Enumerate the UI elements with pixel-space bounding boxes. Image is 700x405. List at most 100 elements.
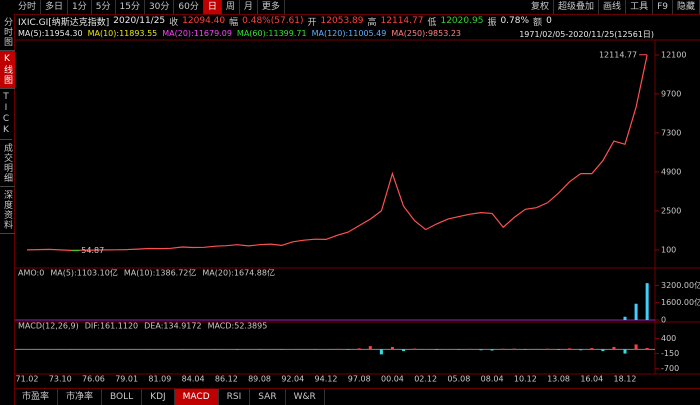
bar — [402, 349, 406, 352]
bar — [623, 316, 627, 320]
info-value: 12114.77 — [380, 16, 424, 26]
indicator-tab[interactable]: KDJ — [142, 389, 175, 405]
panel-header: DEA:134.9172 — [144, 322, 201, 331]
tool-button[interactable]: 超级叠加 — [554, 0, 600, 14]
x-tick-label: 97.08 — [348, 375, 371, 384]
indicator-tabs: 市盈率 市净率 BOLL KDJ MACD RSI SAR W&R — [14, 388, 700, 405]
y-tick-label: -150 — [661, 349, 679, 358]
y-tick-label: 12100 — [661, 50, 686, 59]
tool-button[interactable]: 画线 — [599, 0, 627, 14]
y-tick-label: 400 — [661, 334, 676, 343]
info-value: 0.78% — [500, 16, 530, 26]
bar — [368, 346, 372, 350]
bar — [468, 348, 472, 350]
y-tick-label: 2500 — [661, 206, 681, 215]
x-tick-label: 16.04 — [580, 375, 603, 384]
info-label: IXIC.GI[纳斯达克指数] — [18, 17, 110, 28]
info-value: 12020.95 — [440, 16, 484, 26]
x-tick-label: 71.02 — [16, 375, 39, 384]
panel-header: DIF:161.1120 — [85, 322, 138, 331]
indicator-tab[interactable]: 市盈率 — [14, 389, 59, 405]
side-tab[interactable]: TICK — [0, 89, 12, 140]
period-button[interactable]: 5分 — [92, 0, 116, 14]
info-value: 2020/11/25 — [113, 16, 166, 26]
info-value: 12053.89 — [320, 16, 364, 26]
tools: 复权 超级叠加 画线 工具 F9 隐藏 — [527, 0, 700, 14]
y-tick-label: 0 — [661, 316, 666, 325]
info-label: 低 — [427, 17, 437, 28]
bar — [623, 349, 627, 354]
info-label: 幅 — [229, 17, 239, 28]
toolbar: 分时 多日 1分 5分 15分 30分 60分日周月更多 复权 超级叠加 画线 工具 F9 隐藏 — [14, 0, 700, 15]
panel-header: MACD:52.3895 — [208, 322, 268, 331]
sidebar: 分时图 K线图 TICK 成交明细 深度资料 — [0, 14, 15, 405]
x-tick-label: 86.12 — [215, 375, 238, 384]
y-tick-label: 7300 — [661, 128, 681, 137]
info-label: 收 — [169, 17, 179, 28]
bar — [645, 283, 649, 320]
x-tick-label: 81.09 — [148, 375, 171, 384]
x-tick-label: 84.04 — [182, 375, 205, 384]
tool-button[interactable]: 复权 — [527, 0, 555, 14]
x-tick-label: 10.12 — [514, 375, 537, 384]
bar — [568, 348, 572, 350]
period-button[interactable]: 更多 — [258, 0, 285, 14]
bar — [357, 348, 361, 350]
period-button[interactable]: 15分 — [116, 0, 145, 14]
side-tab[interactable]: K线图 — [0, 51, 15, 89]
indicator-tab[interactable]: SAR — [250, 389, 286, 405]
bar — [612, 346, 616, 350]
bar — [590, 348, 594, 350]
side-tab[interactable]: 成交明细 — [0, 140, 15, 187]
tool-button[interactable]: 工具 — [626, 0, 654, 14]
tool-button[interactable]: F9 — [653, 0, 673, 14]
side-tab[interactable]: 分时图 — [0, 14, 15, 51]
bar — [335, 348, 339, 350]
x-tick-label: 94.12 — [315, 375, 338, 384]
indicator-tab[interactable]: W&R — [286, 389, 325, 405]
indicator-tab[interactable]: MACD — [174, 389, 219, 405]
annotation: 12114.77 — [599, 50, 637, 59]
y-tick-label: 1600.00亿 — [661, 297, 700, 307]
x-tick-label: 73.10 — [49, 375, 72, 384]
y-tick-label: 9700 — [661, 89, 681, 98]
period-button[interactable]: 多日 — [41, 0, 69, 14]
period-button[interactable]: 日 — [203, 0, 222, 14]
bar — [579, 349, 583, 351]
panel-header: MA(5):1103.10亿 — [50, 268, 117, 278]
period-button[interactable]: 月 — [240, 0, 258, 14]
indicator-tab[interactable]: RSI — [219, 389, 251, 405]
ma-legend-item: MA(120):11005.49 — [311, 29, 387, 38]
ma-legend-item: MA(20):11679.09 — [162, 29, 232, 38]
bar — [645, 347, 649, 350]
info-label: 开 — [307, 17, 317, 28]
annotation: 54.87 — [81, 246, 104, 255]
info-label: 额 — [533, 17, 543, 28]
period-button[interactable]: 30分 — [145, 0, 175, 14]
ma-legend-item: MA(5):11954.30 — [18, 29, 83, 38]
y-tick-label: 100 — [661, 245, 676, 254]
x-tick-label: 08.04 — [481, 375, 504, 384]
x-tick-label: 05.08 — [447, 375, 470, 384]
period-button[interactable]: 周 — [222, 0, 240, 14]
indicator-tab[interactable]: 市净率 — [58, 389, 103, 405]
ma-legend-item: MA(250):9853.23 — [391, 29, 462, 38]
bar — [501, 348, 505, 350]
info-label: 振 — [487, 17, 497, 28]
indicator-tab[interactable]: BOLL — [102, 389, 143, 405]
period-button[interactable]: 60分 — [174, 0, 204, 14]
date-range: 1971/02/05-2020/11/25(12561日) — [519, 30, 654, 39]
bar — [545, 348, 549, 350]
bar — [634, 303, 638, 320]
y-tick-label: 4900 — [661, 167, 681, 176]
bar — [490, 349, 494, 351]
tool-button[interactable]: 隐藏 — [673, 0, 700, 14]
panel-header: MA(10):1386.72亿 — [124, 268, 197, 278]
ma-legend: MA(5):11954.30 MA(10):11893.55 MA(20):1167… — [18, 28, 461, 39]
side-tab[interactable]: 深度资料 — [0, 187, 15, 234]
period-button[interactable]: 1分 — [68, 0, 92, 14]
info-value: 12094.40 — [182, 16, 226, 26]
period-button[interactable]: 分时 — [14, 0, 42, 14]
x-tick-label: 89.08 — [248, 375, 271, 384]
